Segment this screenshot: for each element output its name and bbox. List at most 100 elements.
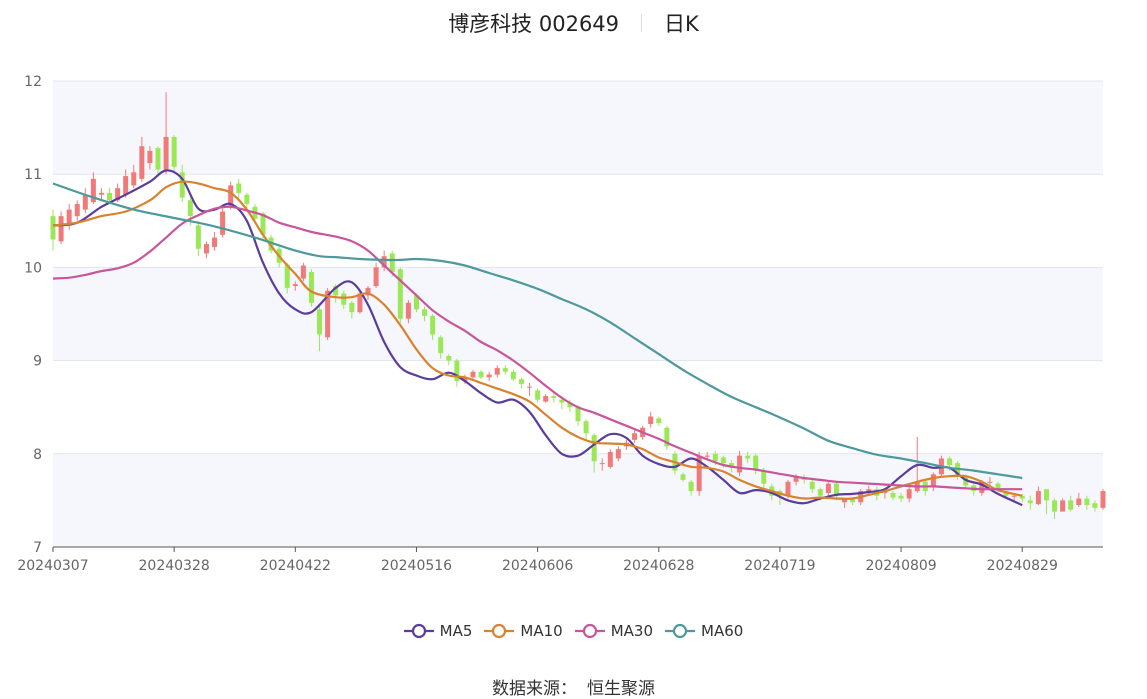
candle — [58, 211, 64, 245]
candle-body — [615, 449, 621, 459]
candle — [50, 209, 56, 251]
x-axis: 20240307 20240328 20240422 20240516 20240606… — [17, 546, 1103, 574]
candle — [349, 300, 355, 319]
candle-body — [228, 185, 234, 207]
candle — [98, 188, 104, 201]
candle — [486, 371, 492, 382]
candle-body — [220, 211, 226, 235]
candle — [510, 369, 516, 382]
candle-body — [389, 253, 395, 273]
candle — [422, 306, 428, 322]
candle — [615, 446, 621, 462]
candle-body — [688, 481, 694, 492]
legend-item-ma5[interactable]: MA5 — [403, 622, 472, 640]
candle — [131, 164, 137, 189]
title-stock-name: 博彦科技 002649 — [448, 12, 620, 36]
candle-body — [413, 295, 419, 310]
candle — [543, 394, 549, 403]
y-tick-label: 11 — [24, 167, 42, 183]
candle-body — [591, 435, 597, 462]
title-separator — [641, 14, 643, 32]
candle-body — [704, 455, 710, 457]
candle-body — [833, 483, 839, 496]
x-tick-label: 20240829 — [987, 558, 1058, 574]
candle — [478, 369, 484, 380]
candle — [1043, 489, 1049, 515]
candle — [664, 425, 670, 451]
candle — [906, 486, 912, 503]
candle-body — [212, 237, 218, 247]
candle-body — [559, 399, 565, 403]
candle-body — [518, 379, 524, 384]
candle-body — [664, 427, 670, 447]
candle-body — [543, 396, 549, 402]
legend-label: MA60 — [701, 622, 744, 640]
candle — [599, 458, 605, 471]
candle-body — [317, 309, 323, 335]
chart-title: 博彦科技 002649 日K — [0, 8, 1147, 38]
candle-body — [632, 433, 638, 440]
candle — [292, 281, 298, 291]
candle-body — [422, 309, 428, 316]
candle — [1060, 498, 1066, 512]
candle-body — [446, 355, 452, 361]
candle-body — [115, 188, 121, 201]
candle-body — [50, 216, 56, 240]
candle — [317, 306, 323, 352]
candle — [898, 492, 904, 503]
x-tick-label: 20240422 — [260, 558, 331, 574]
candle-body — [930, 474, 936, 487]
candle-body — [82, 194, 88, 210]
candle-body — [325, 290, 331, 338]
candle — [591, 433, 597, 473]
candle-body — [430, 315, 436, 335]
candle — [518, 377, 524, 389]
candle-body — [1084, 498, 1090, 506]
candle-body — [98, 192, 104, 195]
candle — [890, 491, 896, 501]
candle-body — [365, 287, 371, 296]
candle — [833, 481, 839, 501]
candle-body — [454, 360, 460, 382]
candle — [930, 472, 936, 492]
candle — [341, 290, 347, 310]
candle-body — [809, 481, 815, 490]
candle-body — [1076, 498, 1082, 506]
candle — [90, 172, 96, 205]
candle-body — [244, 194, 250, 205]
candle — [502, 365, 508, 375]
candle — [66, 204, 72, 231]
legend-item-ma60[interactable]: MA60 — [665, 622, 743, 640]
x-tick-label: 20240606 — [502, 558, 573, 574]
candle — [551, 393, 557, 403]
legend-item-ma30[interactable]: MA30 — [574, 622, 653, 640]
candle-body — [712, 453, 718, 462]
candle-body — [486, 374, 492, 378]
candle — [300, 262, 306, 282]
ma-line-ma10 — [52, 180, 1023, 500]
candle-body — [696, 455, 702, 492]
candle-body — [583, 421, 589, 434]
candle — [220, 206, 226, 238]
candle — [1027, 495, 1033, 510]
candle — [284, 262, 290, 294]
grid-lines — [53, 80, 1103, 455]
y-tick-label: 9 — [33, 354, 42, 370]
x-tick-label: 20240328 — [139, 558, 210, 574]
legend-item-ma10[interactable]: MA10 — [484, 622, 563, 640]
candle-body — [179, 172, 185, 198]
candle-body — [58, 216, 64, 242]
candle-body — [720, 457, 726, 464]
candle — [607, 449, 613, 469]
candle — [680, 472, 686, 482]
x-tick-label: 20240307 — [17, 558, 88, 574]
candle — [430, 314, 436, 341]
x-tick-label: 20240628 — [623, 558, 694, 574]
candle-body — [438, 337, 444, 354]
candle — [842, 498, 848, 508]
candle-body — [599, 463, 605, 465]
legend: MA5 MA10 MA30 MA60 — [0, 620, 1147, 642]
candlestick-chart: 7 8 9 10 11 12 20240307 20240328 20240422 202405… — [17, 74, 1106, 574]
candle — [373, 262, 379, 288]
candle — [1068, 495, 1074, 512]
